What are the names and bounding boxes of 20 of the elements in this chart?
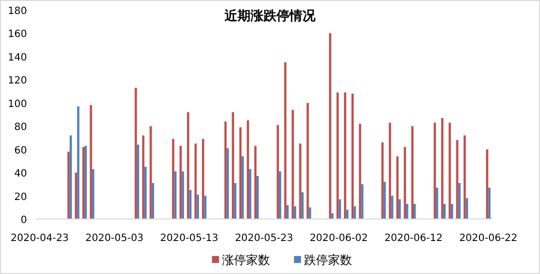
x-tick-label: 2020-04-23 <box>10 233 69 244</box>
x-tick-label: 2020-05-03 <box>85 233 144 244</box>
legend-label: 跌停家数 <box>304 253 352 267</box>
y-tick-label: 40 <box>14 168 27 180</box>
y-tick-label: 100 <box>8 98 27 110</box>
y-tick-label: 20 <box>14 192 27 203</box>
y-tick-label: 180 <box>8 6 27 17</box>
y-tick-label: 140 <box>8 52 27 64</box>
legend-label: 涨停家数 <box>222 253 270 267</box>
y-tick-label: 60 <box>14 145 27 156</box>
x-tick-label: 2020-06-02 <box>310 233 368 244</box>
x-tick-label: 2020-05-13 <box>160 233 218 244</box>
x-tick-label: 2020-06-22 <box>459 233 518 244</box>
x-tick-label: 2020-06-12 <box>384 233 443 244</box>
y-tick-label: 160 <box>8 29 27 40</box>
y-tick-label: 120 <box>8 76 27 87</box>
y-tick-label: 80 <box>14 122 27 134</box>
y-tick-label: 0 <box>20 215 27 226</box>
x-tick-label: 2020-05-23 <box>234 233 294 244</box>
chart-title: 近期涨跌停情况 <box>224 8 316 24</box>
